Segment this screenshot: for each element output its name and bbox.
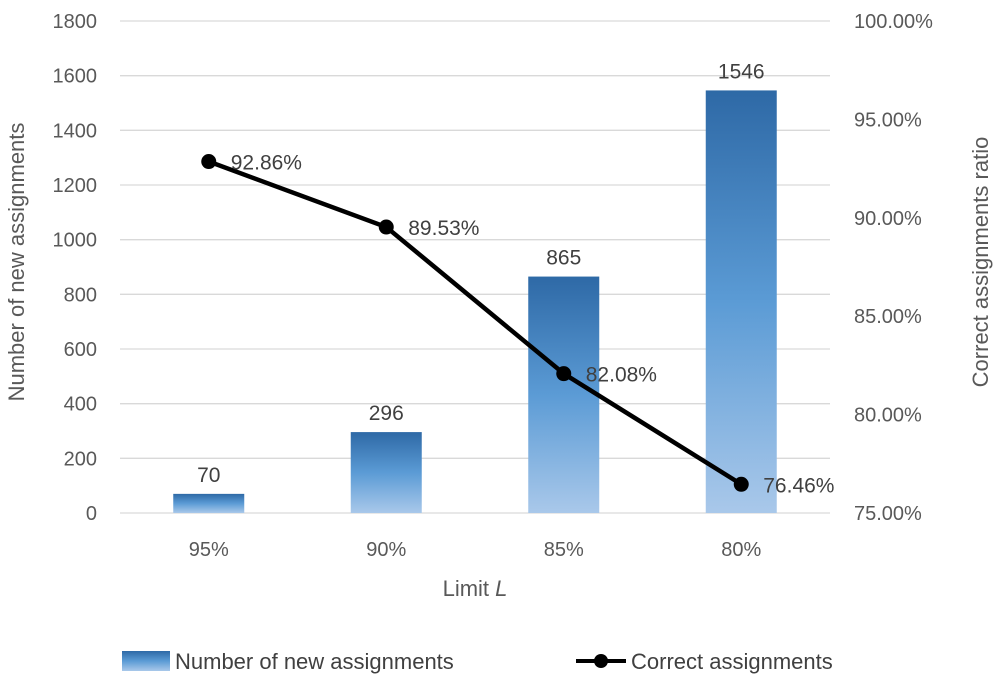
y-tick-label-left: 1400 [53,120,98,142]
y-axis-right-ticks: 75.00% 80.00% 85.00% 90.00% 95.00% 100.00% [854,11,933,525]
y-tick-label-right: 85.00% [854,306,922,328]
x-axis-title: Limit L [443,576,508,601]
bar [350,432,422,513]
bar [528,276,600,513]
y-tick-label-right: 75.00% [854,503,922,525]
y-tick-label-left: 1000 [53,230,98,252]
y-tick-label-right: 90.00% [854,208,922,230]
legend: Number of new assignments Correct assign… [122,649,833,674]
line-point [733,476,749,492]
y-axis-right-title: Correct assignments ratio [968,137,993,388]
y-tick-label-right: 100.00% [854,11,933,33]
bar-series [173,90,777,513]
gridlines [120,20,830,514]
x-tick-label: 95% [189,539,229,561]
y-tick-label-left: 1600 [53,66,98,88]
line-value-label: 82.08% [586,364,657,387]
x-axis-ticks: 95% 90% 85% 80% [189,539,762,561]
y-tick-label-left: 1200 [53,175,98,197]
line-value-label: 92.86% [231,152,302,175]
line-point [378,219,394,235]
y-tick-label-left: 1800 [53,11,98,33]
bar-value-label: 296 [369,402,404,425]
legend-bar-swatch [122,651,170,671]
y-tick-label-right: 80.00% [854,405,922,427]
legend-line-marker [594,654,608,668]
series-line [207,159,743,487]
bar [173,493,245,513]
line-point [556,366,572,382]
y-tick-label-right: 95.00% [854,109,922,131]
line-value-label: 89.53% [408,217,479,240]
y-tick-label-left: 600 [64,339,97,361]
x-tick-label: 90% [366,539,406,561]
line-value-label: 76.46% [763,474,834,497]
legend-bar-label: Number of new assignments [175,649,454,674]
y-tick-label-left: 0 [86,503,97,525]
bar [705,90,777,513]
y-tick-label-left: 800 [64,284,97,306]
y-axis-left-title: Number of new assignments [4,123,29,402]
bar-value-label: 70 [197,464,220,487]
bar-value-label: 865 [546,247,581,270]
data-labels: 70 296 865 1546 92.86% 89.53% 82.08% 76.46% [197,60,834,497]
bar-value-label: 1546 [718,60,765,83]
x-tick-label: 85% [544,539,584,561]
y-tick-label-left: 400 [64,394,97,416]
line-point [201,154,217,170]
legend-line-label: Correct assignments [631,649,833,674]
y-tick-label-left: 200 [64,448,97,470]
line-series [201,154,749,492]
y-axis-left-ticks: 0 200 400 600 800 1000 1200 1400 1600 1800 [53,11,98,525]
x-tick-label: 80% [721,539,761,561]
